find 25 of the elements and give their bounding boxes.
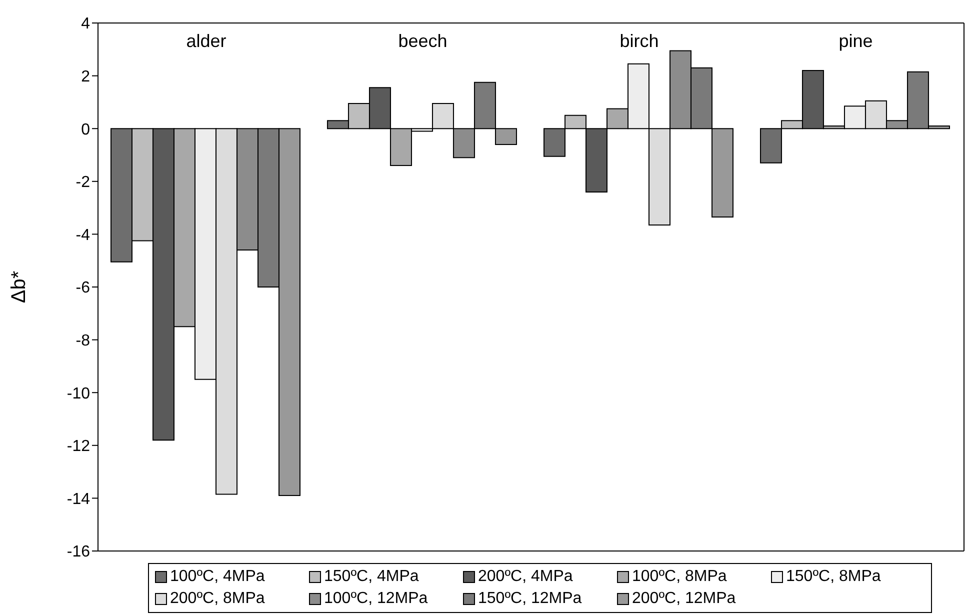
legend-label: 150ºC, 12MPa	[478, 590, 582, 608]
legend-label: 150ºC, 8MPa	[786, 568, 881, 586]
x-tick-label: beech	[398, 31, 448, 51]
legend-label: 200ºC, 12MPa	[632, 590, 736, 608]
y-tick-label: 2	[81, 68, 90, 86]
y-tick-label: 4	[81, 16, 90, 33]
y-tick-label: -2	[76, 174, 90, 192]
y-tick-label: -16	[66, 544, 90, 561]
legend-label: 100ºC, 12MPa	[324, 590, 428, 608]
y-tick-label: 0	[81, 121, 90, 138]
legend-label: 200ºC, 4MPa	[478, 568, 573, 586]
y-tick-label: -12	[66, 438, 90, 456]
y-tick-label: -6	[76, 280, 90, 297]
y-axis-title: Δb*	[8, 270, 30, 304]
legend-label: 100ºC, 4MPa	[170, 568, 265, 586]
legend-label: 200ºC, 8MPa	[170, 590, 265, 608]
x-tick-label: birch	[620, 31, 659, 51]
y-tick-label: -4	[76, 226, 90, 244]
x-tick-label: alder	[186, 31, 226, 51]
legend-label: 150ºC, 4MPa	[324, 568, 419, 586]
x-tick-label: pine	[838, 31, 873, 51]
legend-label: 100ºC, 8MPa	[632, 568, 727, 586]
y-tick-label: -14	[66, 490, 90, 508]
y-tick-label: -10	[66, 385, 90, 402]
y-tick-label: -8	[76, 332, 90, 350]
